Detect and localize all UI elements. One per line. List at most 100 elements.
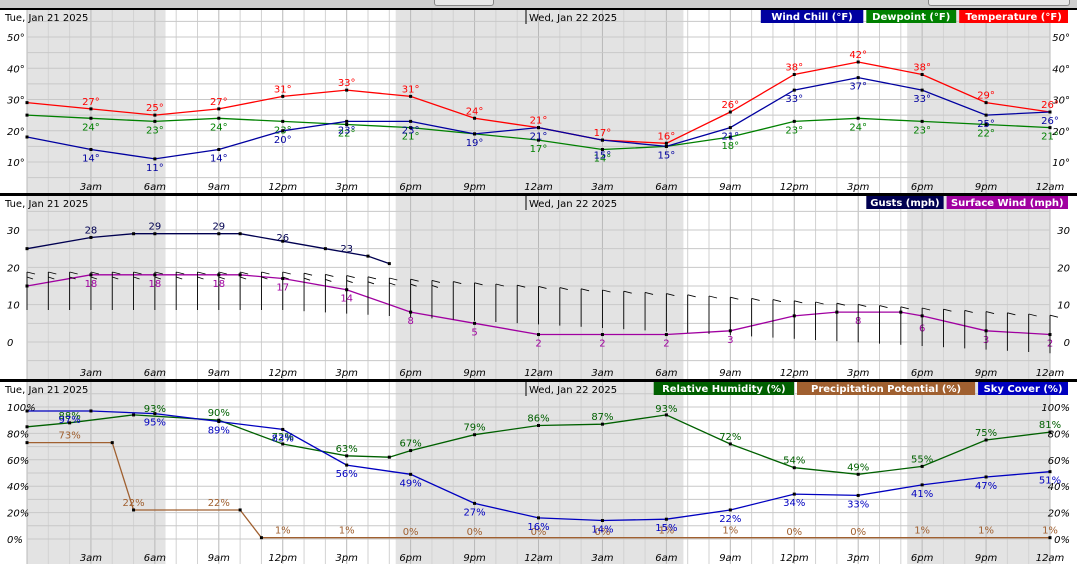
toolbar-control[interactable] <box>434 0 494 6</box>
time-tick-label: 3am <box>80 368 102 379</box>
temperature-point <box>217 107 221 111</box>
humidity-value-label: 75% <box>975 428 997 439</box>
time-tick-label: 3am <box>591 368 613 379</box>
wind-barb-icon <box>410 278 419 318</box>
sky-point <box>1048 470 1052 474</box>
dewpoint-value-label: 21° <box>402 132 420 143</box>
humidity-value-label: 49% <box>847 462 869 473</box>
gusts-point <box>153 232 157 236</box>
night-shading <box>395 196 684 379</box>
precip-point <box>25 441 29 445</box>
temperature-value-label: 31° <box>402 84 420 95</box>
sky-value-label: 95% <box>144 418 166 429</box>
y-tick-label: 30° <box>1052 96 1070 107</box>
dewpoint-point <box>920 119 924 123</box>
y-tick-label: 80% <box>7 429 29 440</box>
legend-box <box>866 10 957 23</box>
windchill-point <box>89 148 93 151</box>
gusts-point <box>132 232 136 236</box>
wind-barb-icon <box>623 290 632 330</box>
humidity-value-label: 55% <box>911 454 933 465</box>
night-shading <box>907 196 1050 379</box>
wind-barb-icon <box>282 271 291 310</box>
humidity-point <box>473 433 477 437</box>
dewpoint-point <box>25 113 29 117</box>
wind-barb-icon <box>601 289 611 328</box>
wind-barb-icon <box>665 293 675 332</box>
time-tick-label: 6am <box>144 368 166 379</box>
wind-barb-icon <box>815 301 824 340</box>
wind-barb-icon <box>687 294 696 333</box>
toolbar-control[interactable] <box>928 0 1070 6</box>
wind-barb-icon <box>1049 314 1059 354</box>
windchill-point <box>281 129 285 133</box>
wind-barb-icon <box>388 277 398 316</box>
y-tick-label: 40° <box>7 64 25 75</box>
surface_wind-value-label: 5 <box>471 327 477 338</box>
humidity-value-label: 72% <box>719 432 741 443</box>
time-tick-label: 6am <box>655 368 677 379</box>
y-tick-label: 0 <box>7 338 13 349</box>
time-tick-label: 6pm <box>911 368 934 379</box>
wind-barb-icon <box>452 281 462 320</box>
precip-value-label: 0% <box>531 527 547 538</box>
night-shading <box>27 196 166 379</box>
surface_wind-point <box>664 333 668 337</box>
surface_wind-value-label: 3 <box>727 335 733 346</box>
windchill-value-label: 14° <box>210 154 228 165</box>
windchill-point <box>984 113 988 117</box>
wind-barb-icon <box>239 271 249 310</box>
sky-value-label: 89% <box>208 426 230 437</box>
wind-barb-icon <box>474 282 483 321</box>
dewpoint-point <box>409 126 413 130</box>
humidity-point <box>1048 430 1052 434</box>
wind-barb-icon <box>111 271 121 310</box>
humidity-point <box>281 442 285 446</box>
y-tick-label: 20° <box>7 127 25 138</box>
precip-value-label: 1% <box>978 526 994 537</box>
dewpoint-point <box>600 148 604 151</box>
surface_wind-point <box>537 333 540 337</box>
y-tick-label: 30 <box>7 226 20 237</box>
temperature-value-label: 38° <box>785 63 803 74</box>
y-tick-label: 20 <box>7 263 20 274</box>
sky-point <box>473 501 477 505</box>
temperature-value-label: 26° <box>721 100 739 111</box>
y-tick-label: 20% <box>7 509 29 520</box>
legend-box <box>959 10 1068 23</box>
surface_wind-value-label: 2 <box>535 339 541 350</box>
time-tick-label: 6pm <box>911 553 934 564</box>
humidity-value-label: 63% <box>336 444 358 455</box>
sky-value-label: 34% <box>783 498 805 509</box>
legend-entry: Dewpoint (°F) <box>872 12 950 23</box>
precip-value-label: 0% <box>467 527 483 538</box>
windchill-value-label: 21° <box>530 132 548 143</box>
temperature-value-label: 21° <box>530 116 548 127</box>
humidity-value-label: 67% <box>400 439 422 450</box>
top-border <box>0 8 1077 10</box>
wind-barb-icon <box>559 287 568 326</box>
dewpoint-point <box>1048 126 1052 130</box>
windchill-value-label: 33° <box>785 94 803 105</box>
wind-barb-icon <box>1028 313 1037 352</box>
sky-point <box>217 420 221 424</box>
legend-box <box>978 382 1068 395</box>
humidity-value-label: 88% <box>59 411 81 422</box>
sky-value-label: 51% <box>1039 476 1061 487</box>
temperature-value-label: 27° <box>210 97 228 108</box>
time-tick-label: 12am <box>524 368 553 379</box>
sky-point <box>664 517 668 521</box>
y-tick-label: 20 <box>1057 263 1070 274</box>
wind-barb-icon <box>90 271 100 310</box>
wind-barb-icon <box>580 288 590 327</box>
temperature-value-label: 27° <box>82 97 100 108</box>
time-tick-label: 3pm <box>847 182 870 193</box>
legend-entry: Wind Chill (°F) <box>771 12 852 23</box>
wind-barb-icon <box>708 295 718 334</box>
temperature-point <box>345 88 349 92</box>
date-label: Wed, Jan 22 2025 <box>529 13 617 24</box>
gusts-point <box>366 254 370 258</box>
time-tick-label: 9am <box>719 368 741 379</box>
sky-value-label: 27% <box>463 507 485 518</box>
dewpoint-value-label: 21° <box>1041 132 1059 143</box>
